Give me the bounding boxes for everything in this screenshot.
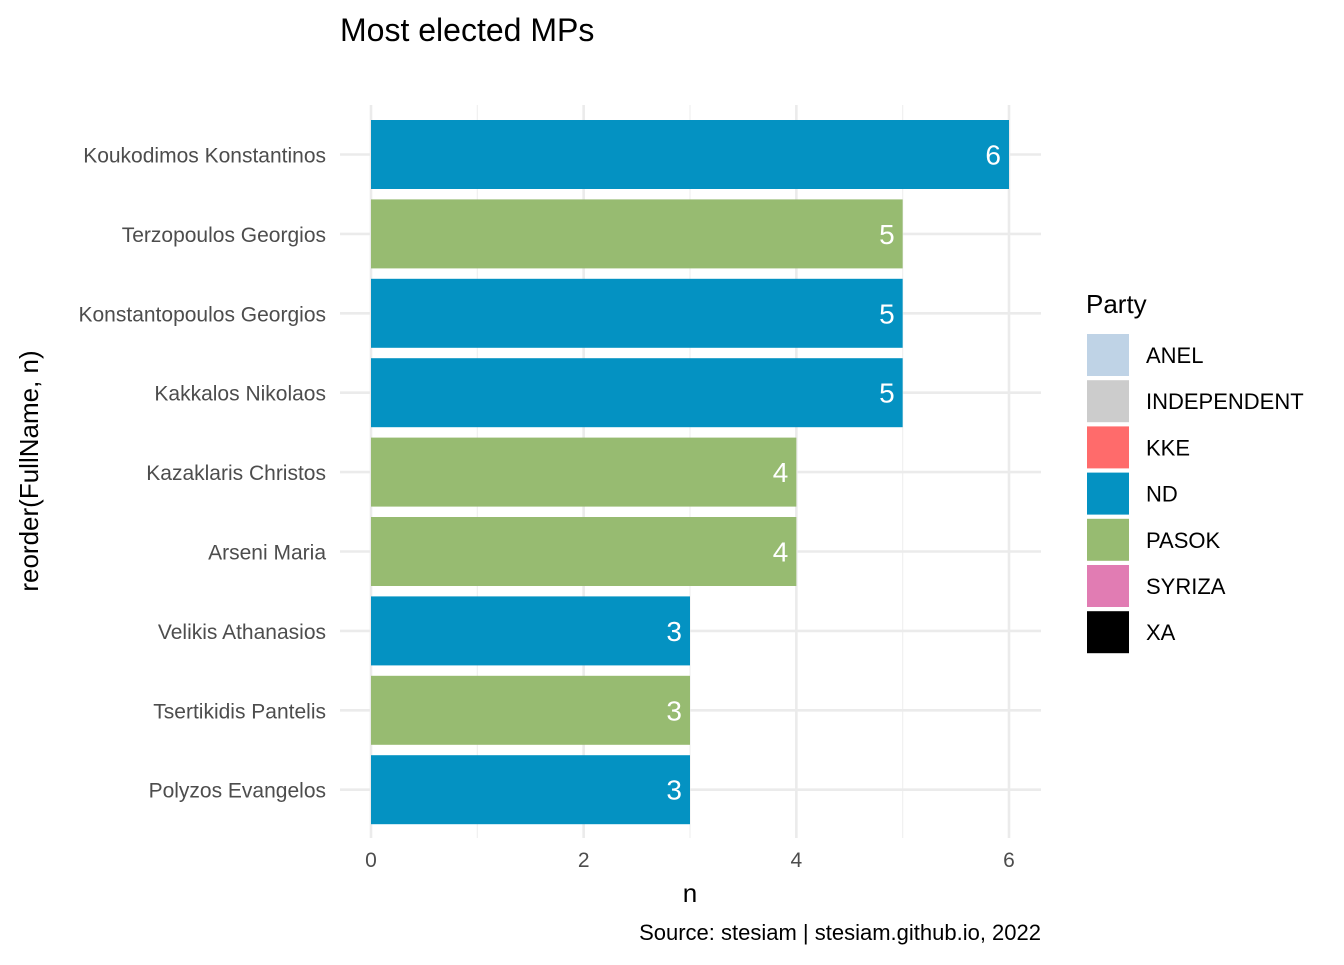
bar-value-label: 4 <box>773 537 789 568</box>
bar <box>371 358 903 428</box>
bar <box>371 596 690 666</box>
legend-key <box>1087 518 1129 561</box>
y-tick-label: Konstantopoulos Georgios <box>79 303 327 326</box>
y-tick-label: Polyzos Evangelos <box>149 780 326 803</box>
y-tick-label: Arseni Maria <box>208 542 326 565</box>
legend-label: XA <box>1146 620 1176 645</box>
legend-label: INDEPENDENT <box>1146 389 1304 414</box>
bar <box>371 437 797 507</box>
legend-label: PASOK <box>1146 528 1221 553</box>
bar-value-label: 6 <box>985 140 1001 171</box>
bar-value-label: 5 <box>879 219 895 250</box>
bar-value-label: 3 <box>666 775 682 806</box>
y-tick-label: Terzopoulos Georgios <box>122 224 326 247</box>
legend-key <box>1087 565 1129 607</box>
x-tick-label: 4 <box>790 849 802 872</box>
legend: ANEL INDEPENDENT KKE ND PASOK SYRIZA XA <box>1087 334 1304 654</box>
legend-key <box>1087 611 1129 654</box>
x-axis-tick-labels: 0 2 4 6 <box>365 849 1015 872</box>
legend-title: Party <box>1086 289 1147 319</box>
y-axis-tick-labels: Koukodimos Konstantinos Terzopoulos Georg… <box>79 145 327 803</box>
y-tick-label: Velikis Athanasios <box>158 621 326 644</box>
bar <box>371 675 690 745</box>
legend-label: ANEL <box>1146 343 1203 368</box>
chart-title: Most elected MPs <box>340 12 594 48</box>
y-tick-label: Koukodimos Konstantinos <box>83 145 326 168</box>
y-tick-label: Tsertikidis Pantelis <box>153 700 326 723</box>
bar-value-label: 5 <box>879 378 895 409</box>
legend-label: ND <box>1146 482 1178 507</box>
bar <box>371 199 903 269</box>
legend-key <box>1087 380 1129 423</box>
data-labels: 6 5 5 5 4 4 3 3 3 <box>666 140 1001 806</box>
bars <box>371 120 1009 825</box>
x-tick-label: 2 <box>578 849 590 872</box>
bar-value-label: 4 <box>773 457 789 488</box>
bar <box>371 755 690 825</box>
y-tick-label: Kazaklaris Christos <box>146 462 326 485</box>
bar <box>371 517 797 586</box>
bar-value-label: 3 <box>666 695 682 726</box>
legend-key <box>1087 426 1129 469</box>
y-axis-label: reorder(FullName, n) <box>14 350 44 591</box>
x-tick-label: 6 <box>1003 849 1015 872</box>
bar <box>371 278 903 348</box>
caption: Source: stesiam | stesiam.github.io, 202… <box>639 920 1041 945</box>
legend-key <box>1087 334 1129 376</box>
x-tick-label: 0 <box>365 849 377 872</box>
y-tick-label: Kakkalos Nikolaos <box>154 383 326 406</box>
legend-label: SYRIZA <box>1146 574 1226 599</box>
bar-value-label: 5 <box>879 298 895 329</box>
legend-key <box>1087 472 1129 515</box>
bar-value-label: 3 <box>666 616 682 647</box>
bar <box>371 120 1009 189</box>
legend-label: KKE <box>1146 435 1190 460</box>
x-axis-label: n <box>683 878 697 908</box>
